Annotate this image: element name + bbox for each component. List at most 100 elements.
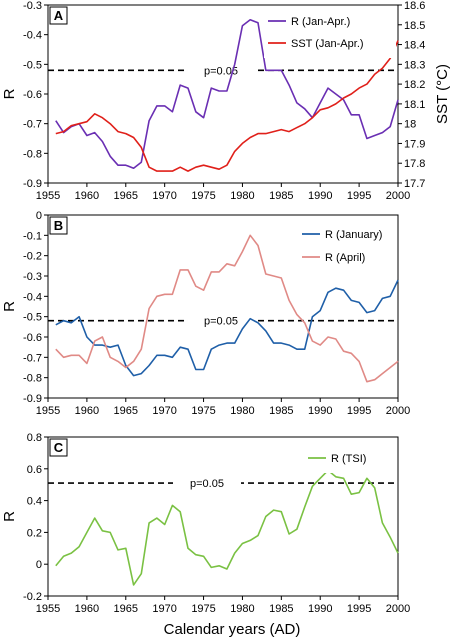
legend-label: R (April) — [325, 252, 365, 264]
series-line-2 — [55, 234, 399, 383]
x-tick-label: 1970 — [152, 405, 176, 417]
legend: R (Jan-Apr.) SST (Jan-Apr.) — [264, 10, 396, 58]
x-tick-label: 1975 — [191, 190, 215, 202]
x-tick-label: 1995 — [347, 603, 371, 615]
x-tick-label: 1955 — [36, 405, 60, 417]
threshold-label-bg — [187, 63, 255, 77]
plot-frame — [47, 436, 399, 597]
panel-a: 1955 1960 1965 1970 1975 1980 1985 1990 1995 2000… — [1, 0, 451, 202]
series-line-1 — [55, 18, 399, 169]
y-tick-label: 0.8 — [27, 432, 42, 444]
y-tick-label: -0.5 — [23, 59, 42, 71]
threshold-label: p=0.05 — [204, 65, 238, 77]
threshold-label-bg — [173, 476, 241, 490]
x-tick-label: 1960 — [75, 603, 99, 615]
legend-bg — [264, 10, 396, 58]
legend-label: R (TSI) — [331, 453, 366, 465]
y2-tick-label: 18.1 — [404, 99, 425, 111]
y2-tick-label: 18.4 — [404, 40, 425, 52]
x-tick-label: 2000 — [386, 405, 410, 417]
y-axis-label: R — [1, 301, 18, 312]
x-tick-label: 1995 — [347, 190, 371, 202]
y-tick-label: -0.6 — [23, 89, 42, 101]
y-tick-label: -0.5 — [23, 312, 42, 324]
y-tick-label: 0.2 — [27, 527, 42, 539]
y2-tick-label: 18 — [404, 119, 416, 131]
x-tick-label: 1960 — [75, 190, 99, 202]
threshold-label: p=0.05 — [190, 478, 224, 490]
x-tick-label: 1980 — [230, 603, 254, 615]
y-axis-label: R — [1, 511, 18, 522]
panel-letter: B — [54, 218, 63, 233]
y-tick-label: -0.7 — [23, 352, 42, 364]
y-tick-label: -0.3 — [23, 271, 42, 283]
legend: R (TSI) — [304, 447, 396, 473]
threshold-label: p=0.05 — [204, 316, 238, 328]
y-tick-label: -0.2 — [23, 251, 42, 263]
y2-tick-label: 18.6 — [404, 0, 425, 12]
x-tick-label: 1965 — [114, 603, 138, 615]
threshold-label-bg — [187, 313, 255, 327]
x-tick-label: 1990 — [308, 405, 332, 417]
panel-letter: C — [54, 440, 64, 455]
x-tick-label: 1985 — [269, 603, 293, 615]
y2-tick-label: 17.7 — [404, 178, 425, 190]
x-tick-label: 1985 — [269, 190, 293, 202]
x-tick-label: 1985 — [269, 405, 293, 417]
x-tick-label: 1965 — [114, 190, 138, 202]
legend-bg — [304, 447, 396, 473]
y-tick-label: -0.8 — [23, 373, 42, 385]
panel-b: 1955 1960 1965 1970 1975 1980 1985 1990 1995 2000… — [1, 210, 410, 417]
y2-tick-label: 18.2 — [404, 79, 425, 91]
panel-letter-box — [49, 438, 68, 457]
panel-letter-box — [49, 6, 68, 25]
y-tick-label: -0.8 — [23, 148, 42, 160]
y-tick-label: -0.9 — [23, 393, 42, 405]
y-tick-label: -0.2 — [23, 591, 42, 603]
y-tick-label: 0.6 — [27, 464, 42, 476]
legend: R (January) R (April) — [298, 223, 396, 273]
series-line-1 — [55, 469, 399, 586]
x-tick-label: 1960 — [75, 405, 99, 417]
y2-tick-label: 18.3 — [404, 59, 425, 71]
panel-letter-box — [49, 216, 68, 235]
x-tick-label: 1980 — [230, 405, 254, 417]
y-tick-label: -0.1 — [23, 230, 42, 242]
series-line-2 — [55, 40, 399, 172]
x-tick-label: 1970 — [152, 190, 176, 202]
x-tick-label: 1955 — [36, 603, 60, 615]
y-tick-label: -0.6 — [23, 332, 42, 344]
x-tick-label: 1965 — [114, 405, 138, 417]
x-tick-label: 2000 — [386, 603, 410, 615]
series-line-1 — [55, 279, 399, 377]
legend-bg — [298, 223, 396, 273]
y2-axis-label: SST (°C) — [434, 64, 451, 124]
y-tick-label: -0.4 — [23, 30, 42, 42]
y-tick-label: -0.3 — [23, 0, 42, 12]
y-axis-label: R — [1, 88, 18, 99]
y-tick-label: 0 — [36, 210, 42, 222]
y-tick-label: -0.4 — [23, 291, 42, 303]
legend-label: SST (Jan-Apr.) — [291, 38, 364, 50]
legend-label: R (Jan-Apr.) — [291, 16, 350, 28]
x-tick-label: 1975 — [191, 603, 215, 615]
y2-tick-label: 18.5 — [404, 20, 425, 32]
x-tick-label: 1975 — [191, 405, 215, 417]
x-tick-label: 1995 — [347, 405, 371, 417]
x-tick-label: 2000 — [386, 190, 410, 202]
y-tick-label: -0.9 — [23, 178, 42, 190]
y2-tick-label: 17.9 — [404, 138, 425, 150]
x-tick-label: 1970 — [152, 603, 176, 615]
panel-c: 1955 1960 1965 1970 1975 1980 1985 1990 1995 2000… — [1, 432, 410, 615]
panel-letter: A — [54, 8, 64, 23]
x-tick-label: 1980 — [230, 190, 254, 202]
x-tick-label: 1955 — [36, 190, 60, 202]
x-tick-label: 1990 — [308, 190, 332, 202]
x-axis-label: Calendar years (AD) — [164, 621, 301, 638]
y-tick-label: 0 — [36, 559, 42, 571]
plot-frame — [47, 214, 399, 399]
legend-label: R (January) — [325, 229, 382, 241]
x-tick-label: 1990 — [308, 603, 332, 615]
y2-tick-label: 17.8 — [404, 158, 425, 170]
